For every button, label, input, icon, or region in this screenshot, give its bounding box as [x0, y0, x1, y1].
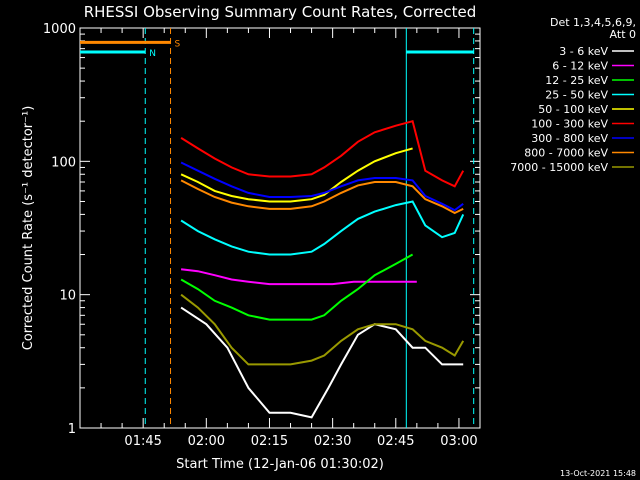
series-line — [180, 179, 464, 215]
legend-entry: 300 - 800 keV — [531, 132, 608, 145]
plot-frame — [79, 27, 481, 429]
x-tick-label: 02:15 — [251, 434, 288, 449]
x-axis-label: Start Time (12-Jan-06 01:30:02) — [176, 457, 384, 472]
legend-entry: 100 - 300 keV — [531, 118, 608, 131]
legend-entry: 25 - 50 keV — [545, 89, 608, 102]
y-tick-label: 100 — [51, 155, 76, 170]
axis-ticks — [80, 27, 480, 429]
series-line — [180, 293, 465, 366]
legend-entry: 50 - 100 keV — [538, 103, 608, 116]
legend-header: Det 1,3,4,5,6,9, — [550, 16, 636, 29]
y-axis-label: Corrected Count Rate (s⁻¹ detector⁻¹) — [21, 106, 36, 351]
series-line — [180, 147, 413, 203]
x-tick-label: 02:45 — [377, 434, 414, 449]
legend-entry: 3 - 6 keV — [559, 45, 608, 58]
series-line — [180, 306, 464, 419]
flag-label: N — [149, 49, 156, 59]
series-line — [180, 161, 464, 212]
x-tick-label: 01:45 — [124, 434, 161, 449]
timestamp: 13-Oct-2021 15:48 — [560, 469, 636, 478]
legend: Det 1,3,4,5,6,9,Att 03 - 6 keV 6 - 12 keV… — [510, 16, 636, 174]
y-tick-label: 1000 — [43, 22, 76, 37]
series-line — [180, 200, 465, 256]
legend-entry: 7000 - 15000 keV — [510, 161, 608, 174]
y-tick-label: 1 — [68, 422, 76, 437]
x-tick-label: 02:00 — [188, 434, 225, 449]
series-line — [180, 268, 417, 286]
series-line — [180, 253, 414, 321]
y-tick-label: 10 — [59, 289, 76, 304]
x-tick-label: 02:30 — [314, 434, 351, 449]
y-tick-labels: 1 10 100 1000 — [43, 22, 76, 437]
chart-title: RHESSI Observing Summary Count Rates, Co… — [84, 3, 477, 21]
series-line — [180, 119, 465, 188]
legend-header: Att 0 — [610, 28, 636, 41]
x-tick-labels: 01:45 02:00 02:15 02:30 02:45 03:00 — [124, 434, 477, 449]
legend-entry: 12 - 25 keV — [545, 74, 608, 87]
series-layer: NS — [80, 28, 475, 428]
x-tick-label: 03:00 — [440, 434, 477, 449]
flag-label: S — [175, 39, 181, 49]
legend-entry: 6 - 12 keV — [552, 60, 608, 73]
legend-entry: 800 - 7000 keV — [524, 147, 608, 160]
